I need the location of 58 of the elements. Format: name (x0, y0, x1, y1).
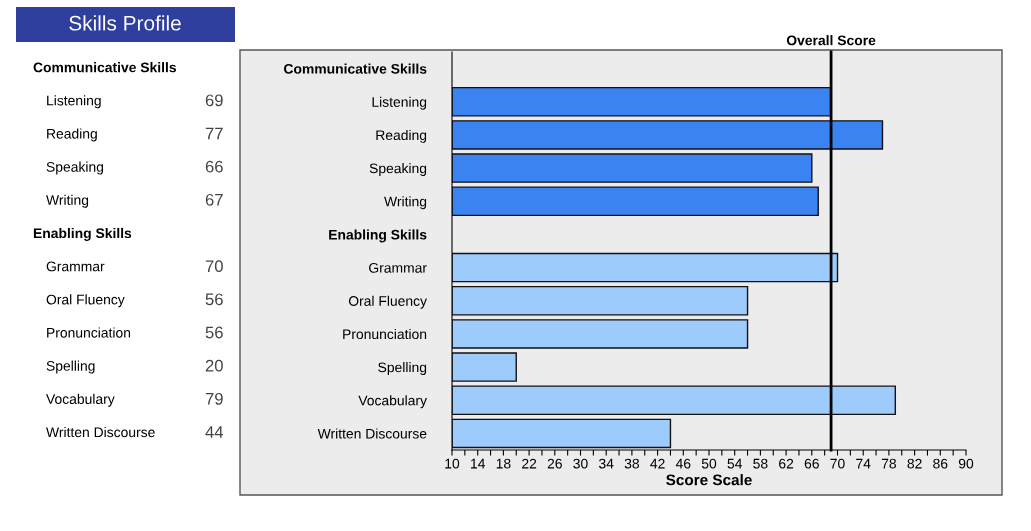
y-tick-label: Written Discourse (317, 428, 427, 439)
category-label: Reading (47, 128, 97, 142)
x-axis-title: Score Scale (666, 474, 752, 486)
y-tick-label: Reading (376, 129, 427, 143)
data-label: 79 (205, 392, 223, 405)
y-tick-label: Speaking (369, 163, 427, 176)
x-tick-label: 70 (830, 458, 845, 469)
category-label: Spelling (46, 360, 95, 374)
data-label: 69 (205, 94, 223, 107)
data-label: 70 (205, 260, 223, 273)
data-label: 56 (205, 293, 223, 306)
y-tick-label: Grammar (369, 262, 427, 273)
category-label: Oral Fluency (46, 294, 125, 308)
x-tick-label: 90 (958, 458, 974, 469)
x-tick-label: 54 (727, 458, 743, 469)
category-label: Pronunciation (47, 327, 131, 338)
y-tick-label: Spelling (378, 362, 427, 375)
category-label: Writing (46, 194, 89, 208)
x-tick-label: 34 (599, 458, 614, 469)
data-label: 56 (205, 326, 223, 339)
x-tick-label: 50 (701, 458, 717, 469)
y-tick-label: Pronunciation (343, 328, 427, 340)
y-tick-label: Writing (384, 196, 427, 210)
category-label: Speaking (46, 161, 104, 175)
y-tick-label: Communicative Skills (284, 63, 427, 74)
x-tick-label: 22 (522, 458, 537, 469)
x-tick-label: 26 (547, 458, 562, 469)
data-label: 66 (205, 160, 223, 173)
x-tick-label: 74 (856, 458, 871, 469)
x-tick-label: 58 (753, 458, 768, 469)
x-tick-label: 78 (881, 458, 897, 469)
category-label: Grammar (46, 261, 105, 272)
x-tick-label: 10 (445, 458, 460, 469)
y-tick-label: Vocabulary (358, 395, 427, 409)
x-tick-label: 18 (496, 458, 511, 469)
x-tick-label: 30 (573, 458, 588, 469)
category-label: Vocabulary (46, 393, 115, 407)
x-tick-label: 38 (624, 458, 640, 469)
category-label: Written Discourse (46, 426, 155, 438)
category-label: Listening (47, 95, 101, 109)
x-tick-label: 66 (804, 458, 819, 469)
x-tick-label: 82 (907, 458, 922, 469)
category-label: Enabling Skills (33, 227, 132, 241)
data-label: 77 (205, 127, 223, 140)
y-tick-label: Listening (372, 96, 427, 110)
y-tick-label: Oral Fluency (348, 295, 427, 309)
data-label: 67 (205, 193, 223, 206)
category-label: Communicative Skills (33, 62, 176, 73)
data-label: 20 (205, 359, 223, 372)
x-tick-label: 42 (650, 458, 665, 469)
ref-line-label: Overall Score (786, 35, 876, 46)
x-tick-label: 46 (675, 458, 691, 469)
text: Skills Profile (69, 15, 181, 31)
x-tick-label: 62 (779, 458, 794, 469)
x-tick-label: 86 (933, 458, 948, 469)
x-tick-label: 14 (471, 458, 486, 469)
y-tick-label: Enabling Skills (329, 229, 427, 243)
data-label: 44 (205, 426, 224, 438)
